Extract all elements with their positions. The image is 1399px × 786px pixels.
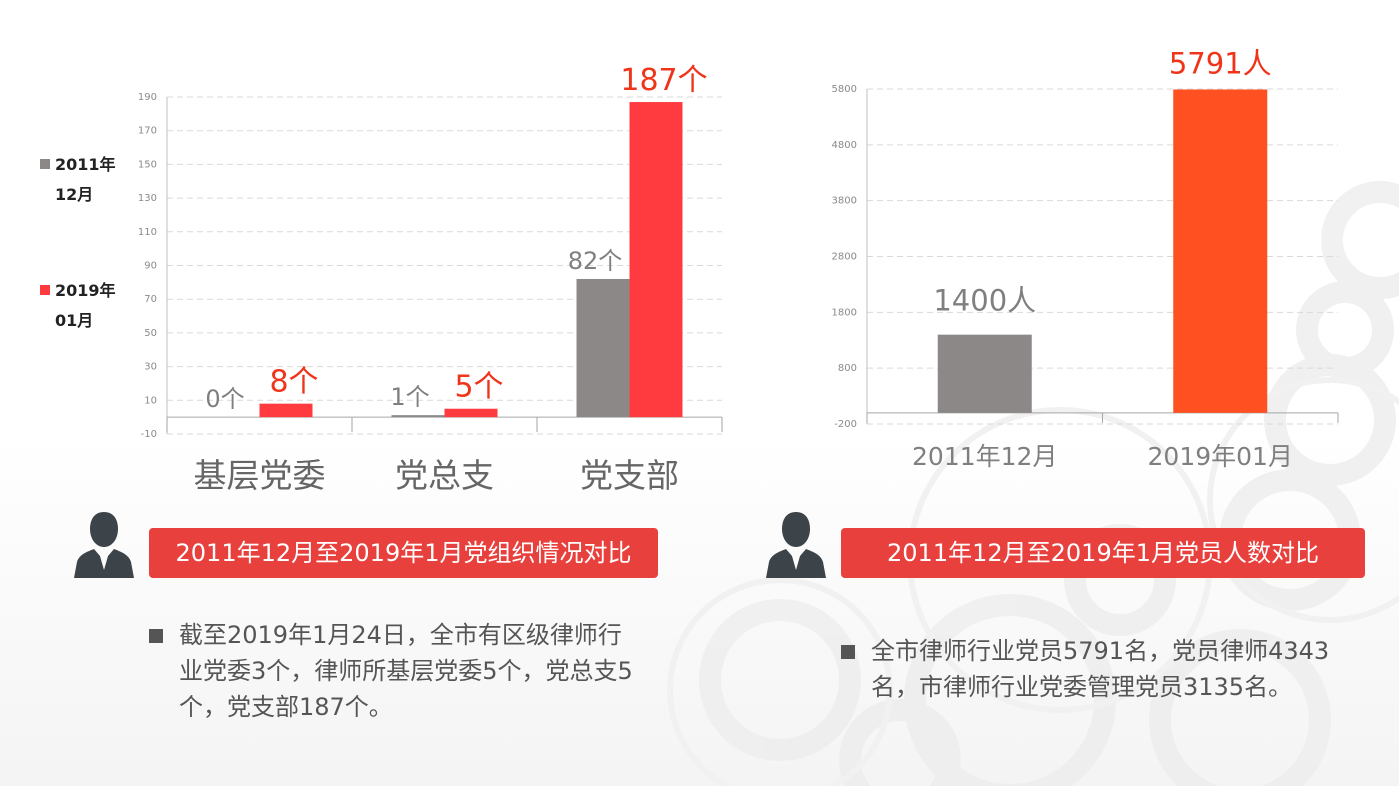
bar-data-label: 5个 <box>454 370 503 405</box>
right-title-bar: 2011年12月至2019年1月党员人数对比 <box>841 528 1365 578</box>
right-bullet-text: 全市律师行业党员5791名，党员律师4343名，市律师行业党委管理党员3135名… <box>871 637 1330 701</box>
square-bullet-icon <box>841 645 855 659</box>
left-title-bar: 2011年12月至2019年1月党组织情况对比 <box>149 528 658 578</box>
legend-2019-line2: 01月 <box>55 311 94 330</box>
x-category-label: 党支部 <box>580 456 679 495</box>
y-tick-label: 50 <box>144 328 157 339</box>
y-tick-label: 130 <box>138 193 157 204</box>
y-tick-label: 4800 <box>832 140 857 151</box>
x-category-label: 党总支 <box>395 456 494 495</box>
y-tick-label: 70 <box>144 294 157 305</box>
x-category-label: 2019年01月 <box>1148 442 1293 471</box>
bar-2019 <box>629 102 683 418</box>
bar-2019 <box>1173 89 1268 413</box>
y-tick-label: 2800 <box>832 252 857 263</box>
left-bullet-text: 截至2019年1月24日，全市有区级律师行业党委3个，律师所基层党委5个，党总支… <box>179 621 633 721</box>
y-tick-label: 30 <box>144 362 157 373</box>
x-category-label: 2011年12月 <box>912 442 1057 471</box>
y-tick-label: 800 <box>838 363 857 374</box>
legend-2011-line2: 12月 <box>55 185 94 204</box>
y-tick-label: 90 <box>144 261 157 272</box>
legend-2011-line1: 2011年 <box>55 155 116 174</box>
y-tick-label: 170 <box>138 126 157 137</box>
bar-2011 <box>576 278 630 418</box>
right-bullet-paragraph: 全市律师行业党员5791名，党员律师4343名，市律师行业党委管理党员3135名… <box>841 633 1371 705</box>
y-tick-label: 110 <box>138 227 157 238</box>
bar-data-label: 1400人 <box>933 284 1036 318</box>
y-tick-label: 190 <box>138 92 157 103</box>
y-tick-label: 1800 <box>832 307 857 318</box>
square-bullet-icon <box>149 629 163 643</box>
y-tick-label: 3800 <box>832 196 857 207</box>
legend-swatch-gray <box>40 158 50 169</box>
legend-swatch-red <box>40 284 50 295</box>
y-tick-label: 150 <box>138 159 157 170</box>
bar-2011 <box>937 334 1032 413</box>
y-tick-label: -10 <box>141 429 157 440</box>
bar-data-label: 0个 <box>205 385 244 413</box>
person-silhouette-icon <box>74 512 134 578</box>
bar-data-label: 5791人 <box>1169 47 1272 81</box>
bar-data-label: 187个 <box>620 63 707 98</box>
left-bullet-paragraph: 截至2019年1月24日，全市有区级律师行业党委3个，律师所基层党委5个，党总支… <box>149 617 639 725</box>
bar-data-label: 8个 <box>269 365 318 400</box>
bar-2019 <box>259 403 313 418</box>
bar-data-label: 82个 <box>568 247 623 275</box>
legend-item-2019: 2019年 01月 <box>40 276 116 336</box>
x-category-label: 基层党委 <box>194 456 326 495</box>
person-silhouette-icon <box>766 512 826 578</box>
legend-2019-line1: 2019年 <box>55 281 116 300</box>
bar-2019 <box>444 408 498 418</box>
y-tick-label: -200 <box>834 419 857 430</box>
bar-2011 <box>391 415 445 418</box>
y-tick-label: 5800 <box>832 84 857 95</box>
legend-item-2011: 2011年 12月 <box>40 150 116 210</box>
bar-data-label: 1个 <box>390 383 429 411</box>
y-tick-label: 10 <box>144 395 157 406</box>
